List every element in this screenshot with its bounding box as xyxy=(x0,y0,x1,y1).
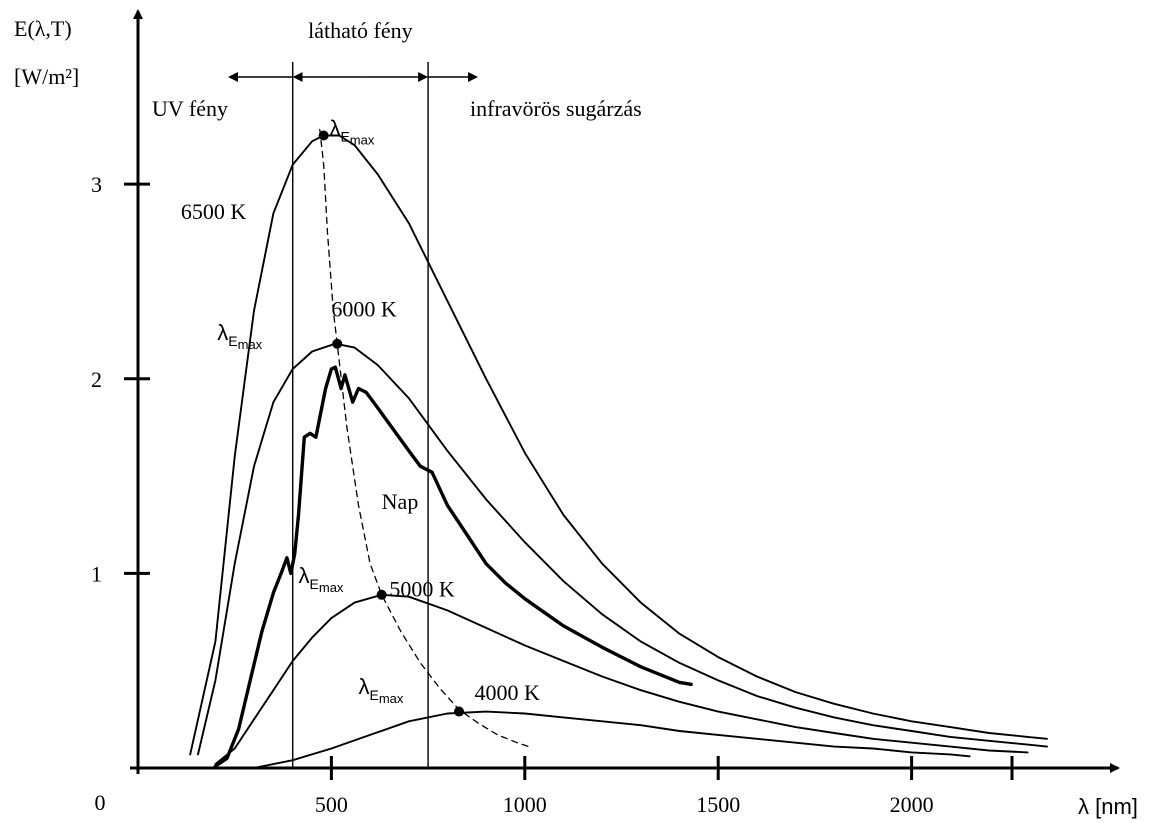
series-layer xyxy=(189,129,1048,769)
y-axis-label-quantity: E(λ,T) xyxy=(14,16,72,41)
series-line-nap xyxy=(213,365,693,768)
lambda-max-label: λEmax xyxy=(358,674,403,706)
y-tick-label: 1 xyxy=(91,561,102,586)
origin-label: 0 xyxy=(95,790,106,815)
series-line-5000-k xyxy=(214,593,1029,766)
peak-markers xyxy=(318,130,465,717)
x-tick-label: 1000 xyxy=(503,792,547,817)
peak-marker xyxy=(332,338,343,349)
uv-light-label: UV fény xyxy=(152,96,228,121)
lambda-max-label: λEmax xyxy=(329,116,374,148)
series-line-6500-k xyxy=(189,134,1048,756)
y-axis-label-unit: [W/m²] xyxy=(14,64,79,89)
peak-marker xyxy=(454,706,465,717)
wien-displacement-line xyxy=(319,129,530,748)
x-tick-label: 1500 xyxy=(696,792,740,817)
series-line-4000-k xyxy=(253,710,971,769)
x-axis-label: λ [nm] xyxy=(1078,794,1138,819)
axes: 500 1000 1500 2000 1 2 3 0 E(λ,T) [W/m²] λ [nm… xyxy=(14,9,1138,819)
peak-marker xyxy=(376,589,387,600)
series-line-6000-k xyxy=(197,342,1048,756)
curve-label: 5000 K xyxy=(389,577,455,602)
lambda-max-label: λEmax xyxy=(299,563,344,595)
curve-label: 6000 K xyxy=(331,296,397,321)
curve-label: 6500 K xyxy=(181,199,247,224)
spectral-regions: látható fény UV fény infravörös sugárzás xyxy=(152,18,642,768)
curve-label: Nap xyxy=(382,489,419,514)
x-tick-label: 2000 xyxy=(890,792,934,817)
peak-marker xyxy=(318,130,329,141)
axis-ticks: 500 1000 1500 2000 1 2 3 xyxy=(91,172,934,817)
curve-labels: 6500 K 6000 K 5000 K 4000 K Nap λEmax λEmax λEm… xyxy=(181,116,540,707)
y-tick-label: 2 xyxy=(91,367,102,392)
x-tick-label: 500 xyxy=(315,792,348,817)
y-tick-label: 3 xyxy=(91,172,102,197)
infrared-label: infravörös sugárzás xyxy=(470,96,642,121)
visible-light-label: látható fény xyxy=(308,18,412,43)
lambda-max-label: λEmax xyxy=(217,320,262,352)
curve-label: 4000 K xyxy=(475,680,541,705)
